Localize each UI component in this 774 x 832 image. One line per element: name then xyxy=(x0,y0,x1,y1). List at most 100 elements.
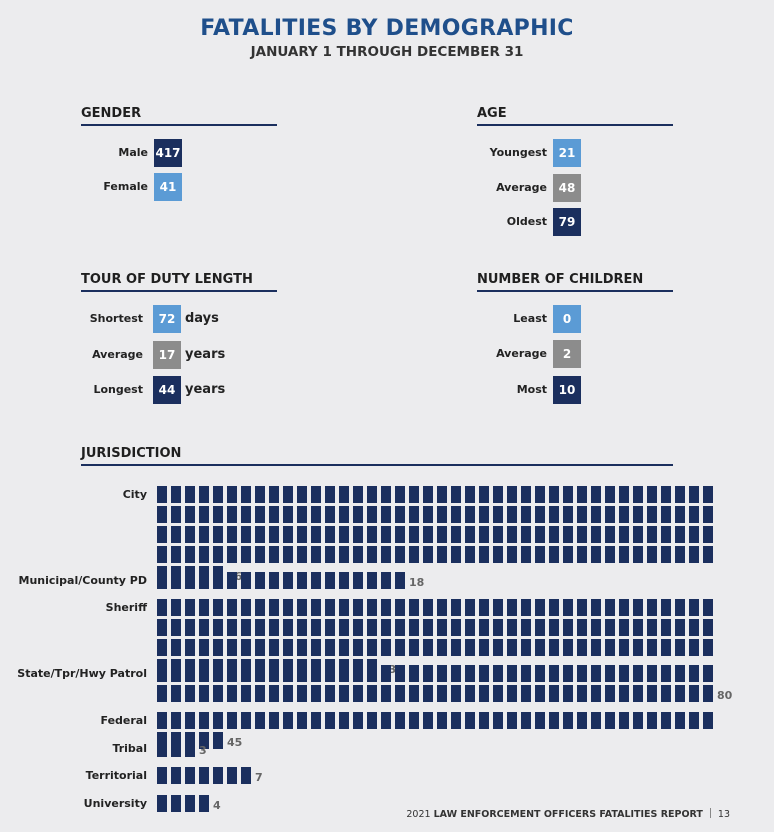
jurisdiction-cell xyxy=(227,546,237,563)
jurisdiction-cell xyxy=(311,665,321,682)
jurisdiction-cell xyxy=(591,546,601,563)
jurisdiction-cell xyxy=(647,685,657,702)
jurisdiction-cell xyxy=(283,506,293,523)
jurisdiction-cell xyxy=(185,546,195,563)
jurisdiction-cell xyxy=(689,619,699,636)
jurisdiction-cell xyxy=(465,665,475,682)
jurisdiction-cell xyxy=(283,486,293,503)
jurisdiction-cell xyxy=(213,619,223,636)
jurisdiction-count: 7 xyxy=(255,771,263,784)
footer-page-number: 13 xyxy=(717,809,730,820)
jurisdiction-cell xyxy=(255,665,265,682)
jurisdiction-cell xyxy=(549,506,559,523)
jurisdiction-cell xyxy=(199,795,209,812)
jurisdiction-cell xyxy=(269,546,279,563)
jurisdiction-cell xyxy=(185,639,195,656)
jurisdiction-cell xyxy=(409,526,419,543)
jurisdiction-cell xyxy=(437,546,447,563)
stat-label: Least xyxy=(513,312,547,325)
gender-section: GENDER xyxy=(81,106,277,126)
stat-label: Shortest xyxy=(89,312,143,325)
jurisdiction-cell xyxy=(423,599,433,616)
jurisdiction-cell xyxy=(157,795,167,812)
jurisdiction-cell xyxy=(423,526,433,543)
jurisdiction-cell xyxy=(339,685,349,702)
stat-label: Average xyxy=(496,181,547,194)
jurisdiction-cell xyxy=(339,712,349,729)
jurisdiction-cell xyxy=(213,566,223,583)
jurisdiction-cell xyxy=(507,546,517,563)
age-row-oldest: Oldest 79 xyxy=(425,208,585,236)
jurisdiction-cell xyxy=(255,639,265,656)
jurisdiction-cell xyxy=(171,732,181,749)
jurisdiction-cell xyxy=(633,639,643,656)
jurisdiction-cell xyxy=(535,685,545,702)
jurisdiction-cell xyxy=(521,639,531,656)
jurisdiction-cell xyxy=(283,599,293,616)
stat-value: 41 xyxy=(154,173,182,201)
jurisdiction-cell xyxy=(395,572,405,589)
jurisdiction-cell xyxy=(185,795,195,812)
jurisdiction-label: City xyxy=(122,488,147,501)
jurisdiction-cell xyxy=(185,767,195,784)
jurisdiction-cell xyxy=(367,665,377,682)
jurisdiction-cell xyxy=(661,639,671,656)
jurisdiction-cell xyxy=(437,619,447,636)
jurisdiction-cell xyxy=(451,712,461,729)
jurisdiction-count: 45 xyxy=(227,736,243,749)
jurisdiction-cell xyxy=(465,712,475,729)
jurisdiction-cell xyxy=(703,486,713,503)
jurisdiction-cell xyxy=(619,685,629,702)
jurisdiction-cell xyxy=(661,486,671,503)
jurisdiction-cell xyxy=(689,639,699,656)
jurisdiction-cell xyxy=(451,619,461,636)
jurisdiction-cell xyxy=(325,526,335,543)
stat-value: 72 xyxy=(153,305,181,333)
jurisdiction-cell xyxy=(269,659,279,676)
jurisdiction-cell xyxy=(185,685,195,702)
jurisdiction-cell xyxy=(619,486,629,503)
jurisdiction-cell xyxy=(339,619,349,636)
jurisdiction-cell xyxy=(437,712,447,729)
jurisdiction-cell xyxy=(465,526,475,543)
jurisdiction-cell xyxy=(661,712,671,729)
jurisdiction-cell xyxy=(591,526,601,543)
jurisdiction-count: 80 xyxy=(717,689,733,702)
jurisdiction-count: 165 xyxy=(227,570,250,583)
jurisdiction-cell xyxy=(227,639,237,656)
jurisdiction-cell xyxy=(703,599,713,616)
stat-label: Oldest xyxy=(506,215,547,228)
jurisdiction-cell xyxy=(507,685,517,702)
jurisdiction-cell xyxy=(633,685,643,702)
jurisdiction-cell xyxy=(353,665,363,682)
jurisdiction-cell xyxy=(395,685,405,702)
jurisdiction-cell xyxy=(255,619,265,636)
jurisdiction-cell xyxy=(507,639,517,656)
jurisdiction-cell xyxy=(591,599,601,616)
jurisdiction-cell xyxy=(619,712,629,729)
jurisdiction-cell xyxy=(563,506,573,523)
jurisdiction-cell xyxy=(549,619,559,636)
jurisdiction-cell xyxy=(563,685,573,702)
jurisdiction-cell xyxy=(605,639,615,656)
jurisdiction-cell xyxy=(199,486,209,503)
tour-row-longest: Longest 44 years xyxy=(25,376,245,404)
jurisdiction-cell xyxy=(409,639,419,656)
jurisdiction-cell xyxy=(395,526,405,543)
jurisdiction-cell xyxy=(451,639,461,656)
jurisdiction-cell xyxy=(255,572,265,589)
jurisdiction-cell xyxy=(227,767,237,784)
jurisdiction-cell xyxy=(633,546,643,563)
jurisdiction-cell xyxy=(171,546,181,563)
jurisdiction-cell xyxy=(689,546,699,563)
jurisdiction-cell xyxy=(535,619,545,636)
jurisdiction-cell xyxy=(577,486,587,503)
jurisdiction-cell xyxy=(633,506,643,523)
jurisdiction-cell xyxy=(185,506,195,523)
jurisdiction-cell xyxy=(675,685,685,702)
jurisdiction-cell xyxy=(353,685,363,702)
footer-divider xyxy=(709,808,711,818)
jurisdiction-cell xyxy=(325,599,335,616)
jurisdiction-cell xyxy=(437,486,447,503)
jurisdiction-cell xyxy=(199,639,209,656)
